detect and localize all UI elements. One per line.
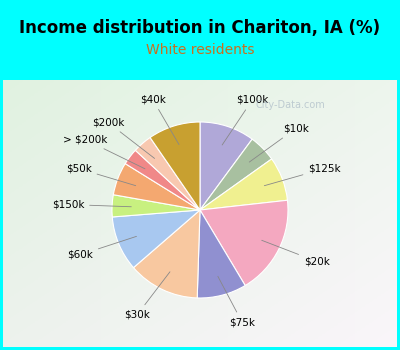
Text: $75k: $75k [218, 276, 255, 327]
Wedge shape [200, 139, 272, 210]
Wedge shape [113, 163, 200, 210]
Text: $30k: $30k [124, 272, 170, 320]
Text: $150k: $150k [52, 199, 131, 210]
Wedge shape [200, 159, 288, 210]
Text: White residents: White residents [146, 43, 254, 57]
Text: > $200k: > $200k [63, 135, 145, 169]
Wedge shape [197, 210, 245, 298]
Text: $50k: $50k [66, 163, 136, 186]
Wedge shape [125, 150, 200, 210]
Wedge shape [112, 210, 200, 268]
Text: $125k: $125k [264, 163, 341, 186]
Wedge shape [135, 138, 200, 210]
Wedge shape [150, 122, 200, 210]
Text: $20k: $20k [262, 240, 330, 266]
Wedge shape [112, 195, 200, 217]
Text: $60k: $60k [67, 236, 136, 260]
Text: Income distribution in Chariton, IA (%): Income distribution in Chariton, IA (%) [20, 19, 380, 37]
Text: City-Data.com: City-Data.com [255, 100, 325, 110]
Text: $200k: $200k [92, 117, 154, 159]
Wedge shape [134, 210, 200, 298]
Wedge shape [200, 122, 252, 210]
Text: $100k: $100k [222, 95, 268, 145]
Text: $10k: $10k [249, 124, 308, 162]
Text: $40k: $40k [140, 94, 179, 145]
Wedge shape [200, 200, 288, 286]
